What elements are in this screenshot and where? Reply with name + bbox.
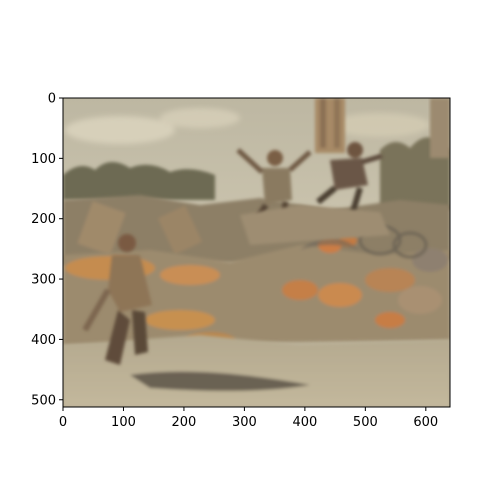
- x-tick-label: 300: [232, 415, 257, 430]
- y-tick-label: 100: [31, 152, 56, 167]
- x-tick-label: 500: [353, 415, 378, 430]
- y-tick-label: 300: [31, 273, 56, 288]
- y-tick-label: 400: [31, 333, 56, 348]
- y-axis-ticks: 0 100 200 300 400 500: [31, 92, 63, 408]
- y-tick-label: 200: [31, 212, 56, 227]
- x-tick-label: 600: [413, 415, 438, 430]
- x-tick-label: 200: [172, 415, 197, 430]
- stylized-photo: [63, 98, 450, 407]
- x-tick-label: 100: [111, 415, 136, 430]
- y-tick-label: 500: [31, 393, 56, 408]
- x-tick-label: 0: [59, 415, 67, 430]
- x-axis-ticks: 0 100 200 300 400 500 600: [59, 407, 438, 430]
- x-tick-label: 400: [292, 415, 317, 430]
- y-tick-label: 0: [48, 92, 56, 107]
- axes-frame: [62, 97, 451, 408]
